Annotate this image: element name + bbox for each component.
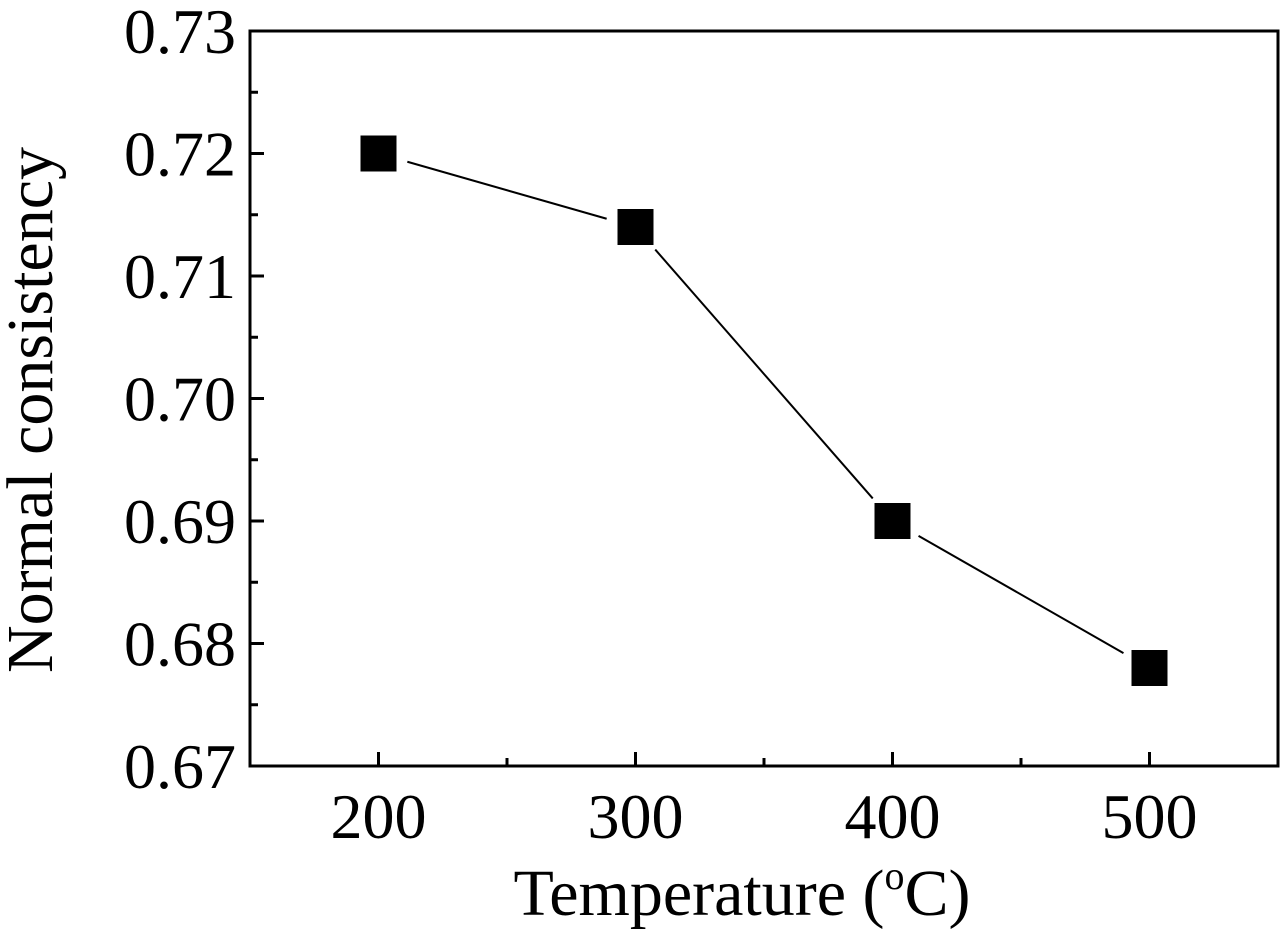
tick-labels-layer: 200 300 400 500 0.67 0.68 0.69 0.70 0.71 0.72 0.73 — [124, 0, 1198, 852]
y-tick-label: 0.68 — [124, 609, 236, 680]
y-tick-label: 0.69 — [124, 486, 236, 557]
plot-frame — [248, 29, 1280, 768]
series-layer — [360, 135, 1168, 686]
y-tick-label: 0.70 — [124, 364, 236, 435]
series-segment — [654, 248, 874, 500]
series-segment — [407, 160, 607, 220]
data-point-marker — [874, 503, 911, 539]
y-axis-title: Normal consistency — [0, 147, 67, 673]
data-point-marker — [360, 135, 397, 172]
y-tick-label: 0.67 — [124, 731, 236, 802]
x-axis-title-superscript: o — [885, 853, 905, 898]
series-segment — [918, 535, 1124, 654]
y-tick-label: 0.71 — [124, 241, 236, 312]
x-axis-title: Temperature (oC) — [514, 853, 971, 930]
y-tick-label: 0.73 — [124, 0, 236, 67]
x-axis-title-main: Temperature ( — [514, 857, 885, 930]
x-axis-title-suffix: C) — [905, 857, 971, 930]
x-tick-label: 400 — [845, 781, 941, 852]
data-point-marker — [617, 209, 654, 245]
y-tick-label: 0.72 — [124, 119, 236, 190]
x-tick-label: 300 — [588, 781, 684, 852]
x-tick-label: 500 — [1102, 781, 1198, 852]
data-point-marker — [1131, 650, 1168, 686]
x-tick-label: 200 — [331, 781, 427, 852]
